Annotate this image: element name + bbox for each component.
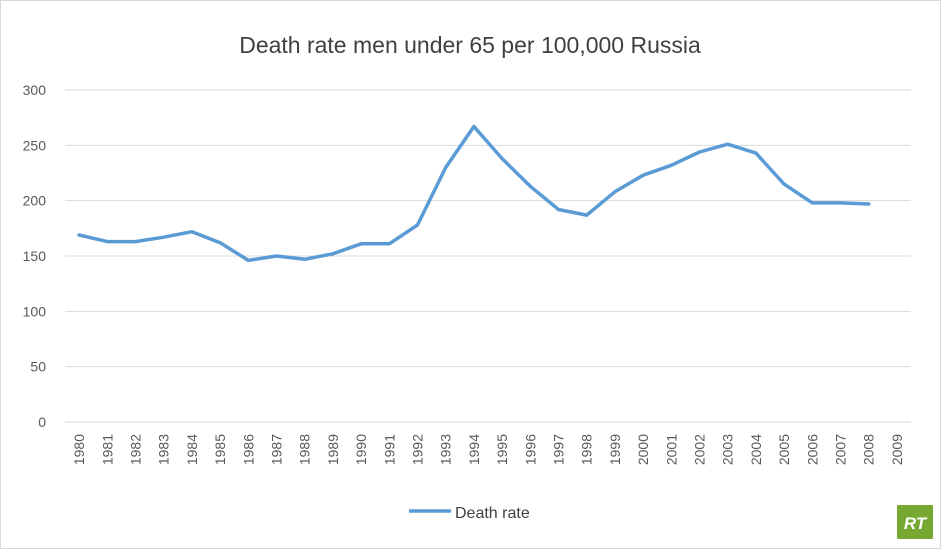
x-tick-label: 2000 — [635, 434, 651, 465]
data-point — [585, 213, 589, 217]
x-tick-label: 2009 — [889, 434, 905, 465]
data-point — [77, 233, 81, 237]
x-tick-label: 1999 — [607, 434, 623, 465]
x-tick-label: 1984 — [184, 434, 200, 465]
x-tick-label: 1992 — [410, 434, 426, 465]
data-point — [218, 241, 222, 245]
x-tick-label: 1982 — [128, 434, 144, 465]
data-point — [246, 258, 250, 262]
x-tick-label: 2004 — [748, 434, 764, 465]
data-point — [133, 240, 138, 244]
y-tick-label: 250 — [23, 137, 47, 153]
data-point — [415, 223, 420, 227]
y-tick-label: 100 — [23, 303, 47, 319]
x-tick-label: 1986 — [240, 434, 256, 465]
x-tick-label: 1990 — [353, 434, 369, 465]
y-tick-label: 300 — [23, 82, 47, 98]
grid-lines — [65, 89, 911, 423]
x-tick-label: 1988 — [297, 434, 313, 465]
legend-label: Death rate — [455, 505, 530, 522]
legend: Death rate — [409, 505, 530, 522]
data-point — [641, 173, 645, 177]
rt-logo-text: RT — [904, 514, 928, 533]
x-tick-label: 1987 — [269, 434, 285, 465]
series-line-death-rate — [77, 124, 871, 263]
data-point — [613, 190, 617, 194]
x-tick-label: 2003 — [720, 434, 736, 465]
y-tick-label: 50 — [30, 359, 46, 375]
data-point — [782, 182, 786, 186]
x-tick-label: 2001 — [663, 434, 679, 465]
data-point — [528, 184, 532, 188]
data-point — [472, 124, 476, 129]
y-tick-label: 150 — [23, 248, 47, 264]
y-tick-label: 0 — [38, 414, 46, 430]
data-point — [444, 165, 448, 170]
data-point — [556, 207, 561, 212]
data-point — [867, 202, 871, 206]
x-tick-label: 2007 — [833, 434, 849, 465]
x-tick-label: 2005 — [776, 434, 792, 465]
data-point — [838, 201, 843, 205]
data-point — [190, 230, 194, 234]
data-point — [697, 150, 702, 154]
series-layer — [77, 124, 871, 263]
x-tick-label: 1996 — [522, 434, 538, 465]
data-point — [331, 252, 335, 256]
x-tick-label: 1993 — [438, 434, 454, 465]
x-tick-label: 2008 — [861, 434, 877, 465]
data-point — [274, 254, 279, 258]
rt-logo: RT — [897, 505, 933, 539]
x-tick-label: 1989 — [325, 434, 341, 465]
x-axis: 1980 1981 1982 1983 1984 1985 1986 1987 1988 1989… — [71, 434, 905, 465]
x-tick-label: 2006 — [804, 434, 820, 465]
x-tick-label: 1995 — [494, 434, 510, 465]
x-tick-label: 1981 — [99, 434, 115, 465]
x-tick-label: 1994 — [466, 434, 482, 465]
x-tick-label: 1980 — [71, 434, 87, 465]
y-tick-label: 200 — [23, 193, 47, 209]
x-tick-label: 1985 — [212, 434, 228, 465]
data-point — [726, 142, 730, 146]
data-point — [810, 201, 814, 205]
data-point — [500, 157, 504, 161]
x-tick-label: 1998 — [579, 434, 595, 465]
data-point — [105, 240, 109, 244]
data-point — [359, 242, 363, 246]
x-tick-label: 1997 — [551, 434, 567, 465]
data-point — [162, 235, 166, 239]
data-point — [387, 242, 391, 246]
x-tick-label: 1983 — [156, 434, 172, 465]
x-tick-label: 2002 — [692, 434, 708, 465]
chart-title: Death rate men under 65 per 100,000 Russ… — [239, 32, 701, 58]
data-point — [303, 257, 307, 261]
y-axis: 0 50 100 150 200 250 300 — [23, 82, 47, 430]
data-point — [669, 163, 673, 167]
data-point — [754, 151, 758, 155]
x-tick-label: 1991 — [381, 434, 397, 465]
